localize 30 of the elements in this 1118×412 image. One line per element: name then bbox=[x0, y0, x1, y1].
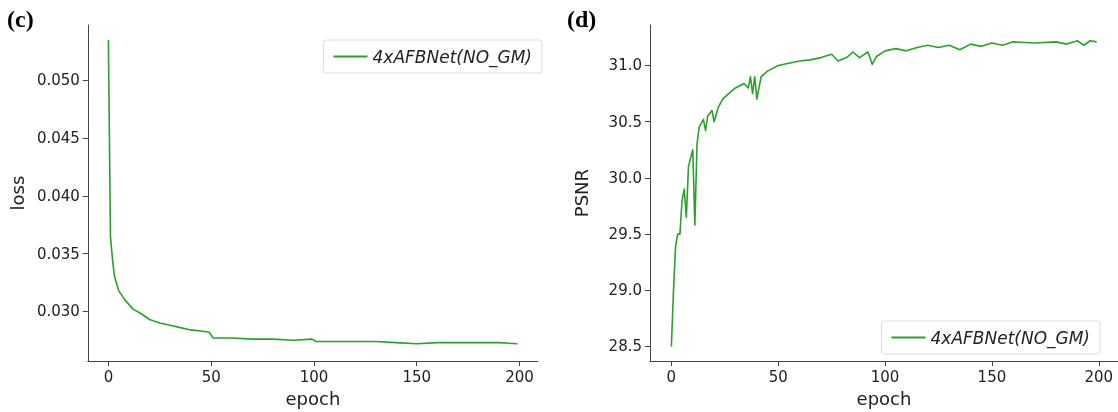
legend-label: 4xAFBNet(NO_GM) bbox=[930, 327, 1091, 349]
y-tick-label: 0.050 bbox=[36, 71, 80, 90]
chart-title: (c) bbox=[7, 6, 34, 32]
x-tick-label: 200 bbox=[1084, 367, 1114, 386]
y-tick-label: 0.035 bbox=[36, 244, 80, 263]
x-tick-label: 50 bbox=[201, 367, 221, 386]
y-tick-label: 0.040 bbox=[36, 186, 80, 205]
x-tick-label: 0 bbox=[103, 367, 114, 386]
y-tick-label: 28.5 bbox=[608, 337, 642, 356]
x-tick-label: 200 bbox=[505, 367, 534, 386]
x-axis-title: epoch bbox=[856, 387, 912, 409]
y-tick-label: 31.0 bbox=[608, 56, 642, 75]
y-tick-label: 30.0 bbox=[608, 168, 642, 187]
x-tick-label: 150 bbox=[402, 367, 432, 386]
x-tick-label: 50 bbox=[768, 367, 788, 386]
y-tick-label: 29.0 bbox=[608, 281, 642, 300]
y-axis-title: PSNR bbox=[570, 168, 592, 218]
x-tick-label: 100 bbox=[870, 367, 900, 386]
x-tick-label: 100 bbox=[299, 367, 329, 386]
y-tick-label: 0.030 bbox=[36, 302, 80, 321]
line-series bbox=[670, 39, 1098, 348]
y-tick-label: 29.5 bbox=[608, 225, 642, 244]
chart-title: (d) bbox=[567, 6, 597, 32]
y-tick-label: 0.045 bbox=[36, 129, 80, 148]
y-tick-label: 30.5 bbox=[608, 112, 642, 131]
legend-label: 4xAFBNet(NO_GM) bbox=[372, 46, 533, 68]
y-axis-title: loss bbox=[6, 175, 28, 211]
x-tick-label: 150 bbox=[977, 367, 1007, 386]
x-tick-label: 0 bbox=[666, 367, 677, 386]
x-axis-title: epoch bbox=[285, 387, 341, 409]
